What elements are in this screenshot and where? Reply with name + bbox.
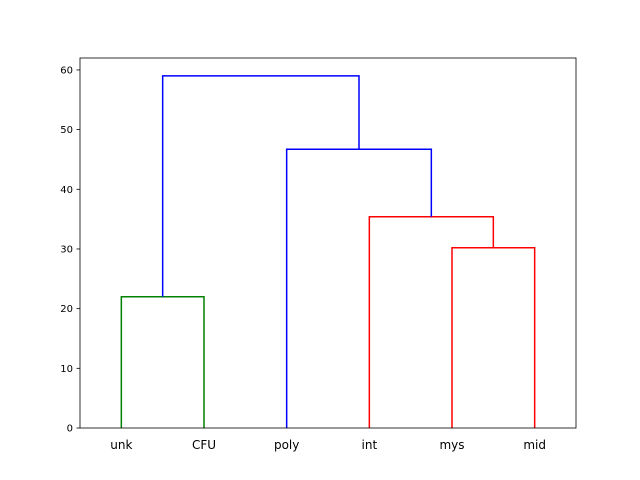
leaf-label: mid — [523, 438, 546, 452]
y-tick-label: 30 — [60, 244, 73, 255]
dendrogram-link — [285, 148, 433, 428]
leaf-label: mys — [439, 438, 464, 452]
dendrogram-links — [120, 75, 536, 428]
y-axis: 0 10 20 30 40 50 60 — [60, 65, 80, 435]
y-tick-label: 40 — [60, 185, 73, 196]
x-axis: unk CFU poly int mys mid — [110, 438, 546, 452]
y-tick-label: 10 — [60, 364, 73, 375]
leaf-label: poly — [274, 438, 299, 452]
y-tick-label: 0 — [67, 424, 73, 435]
dendrogram-link — [120, 295, 205, 428]
y-tick-label: 60 — [60, 65, 73, 76]
leaf-label: int — [362, 438, 378, 452]
dendrogram-link — [451, 247, 536, 428]
leaf-label: unk — [110, 438, 132, 452]
dendrogram-link — [161, 75, 360, 297]
y-tick-label: 20 — [60, 304, 73, 315]
axes-frame — [79, 57, 577, 429]
dendrogram-link — [368, 215, 495, 428]
y-tick-label: 50 — [60, 125, 73, 136]
leaf-label: CFU — [192, 438, 216, 452]
